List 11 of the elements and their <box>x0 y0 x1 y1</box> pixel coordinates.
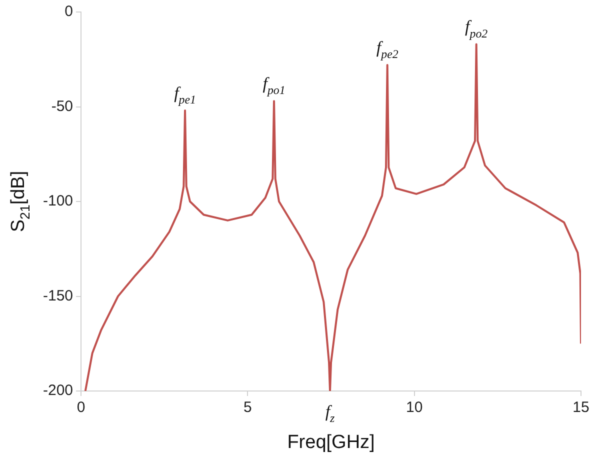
x-tick-label: 10 <box>406 399 423 416</box>
x-tick-label: 5 <box>244 399 252 416</box>
x-tick-label: 0 <box>76 399 86 416</box>
x-tick-label: 15 <box>572 399 590 416</box>
y-axis-title: S21[dB] <box>8 170 33 232</box>
y-tick-label: -100 <box>42 192 74 210</box>
y-tick-label: -50 <box>51 98 74 115</box>
y-tick-label: 0 <box>64 3 74 20</box>
y-tick-label: -150 <box>42 287 74 304</box>
y-tick-label: -200 <box>42 382 74 400</box>
x-axis-title: Freq[GHz] <box>287 432 375 453</box>
